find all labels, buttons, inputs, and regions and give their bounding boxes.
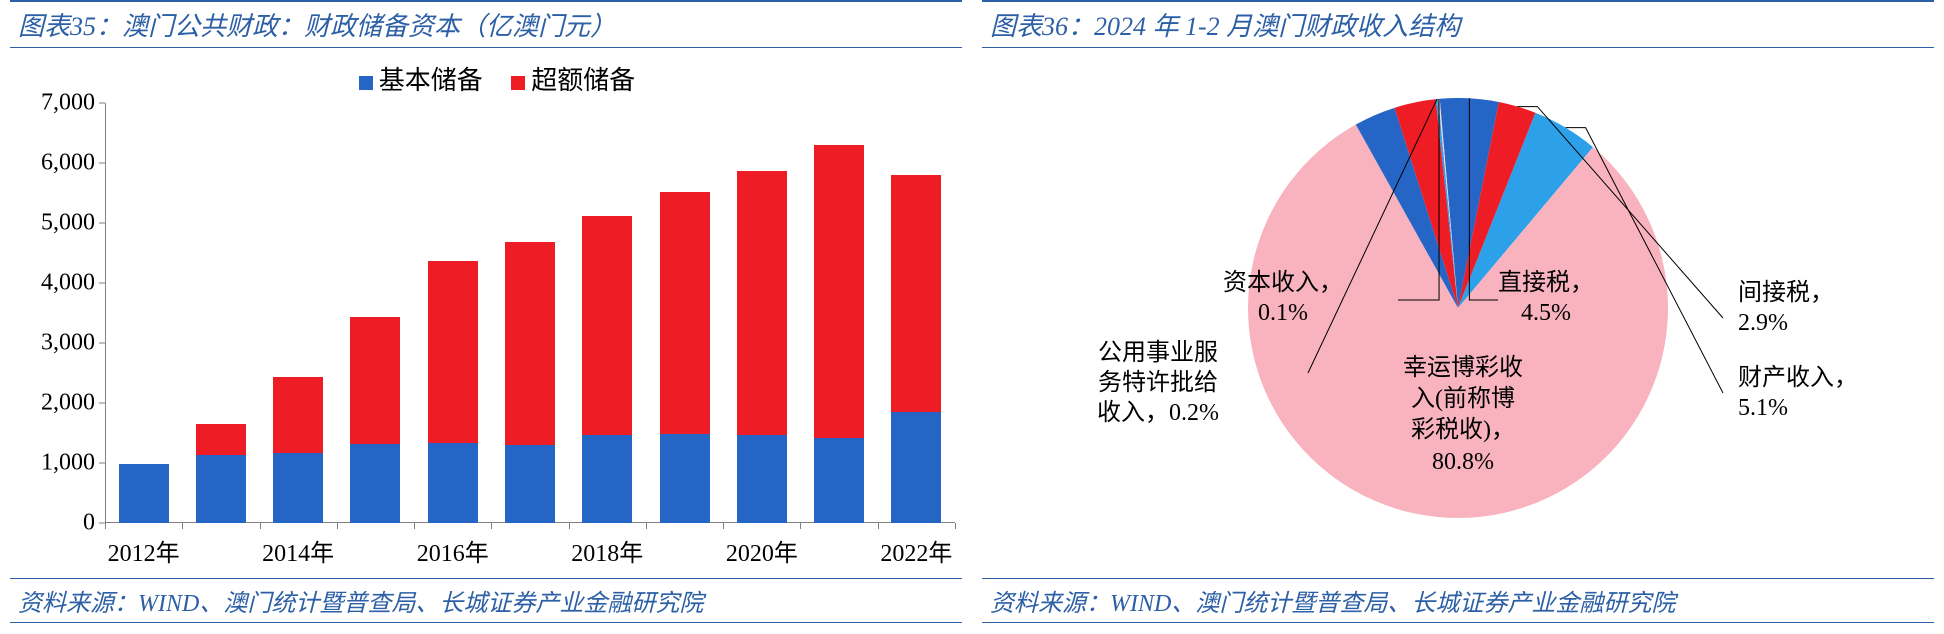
bar-basic (428, 443, 478, 523)
bar-basic (273, 453, 323, 523)
bar-basic (505, 445, 555, 523)
panel-right: 图表36：2024 年 1-2 月澳门财政收入结构 直接税，4.5% 间接税，2.… (972, 0, 1944, 623)
x-tick-mark (723, 523, 724, 529)
bar-legend: 基本储备 超额储备 (10, 48, 962, 97)
panel-left: 图表35：澳门公共财政：财政储备资本（亿澳门元） 基本储备 超额储备 01,00… (0, 0, 972, 623)
bar-chart-area: 基本储备 超额储备 01,0002,0003,0004,0005,0006,00… (10, 48, 962, 578)
bar-basic (891, 412, 941, 523)
bar-basic (350, 444, 400, 523)
bar-surplus (273, 377, 323, 453)
bar-surplus (196, 424, 246, 455)
pie-label-capital: 资本收入，0.1% (1223, 268, 1343, 328)
bar-surplus (350, 317, 400, 444)
x-label: 2016年 (417, 533, 489, 568)
legend-label-basic: 基本储备 (379, 66, 483, 95)
y-tick: 0 (15, 510, 95, 537)
x-tick-mark (878, 523, 879, 529)
x-label: 2014年 (262, 533, 334, 568)
y-tick: 4,000 (15, 270, 95, 297)
x-tick-mark (182, 523, 183, 529)
legend-swatch-surplus (511, 76, 525, 90)
legend-label-surplus: 超额储备 (531, 66, 635, 95)
chart-36-title: 图表36：2024 年 1-2 月澳门财政收入结构 (982, 0, 1934, 48)
y-tick: 2,000 (15, 390, 95, 417)
legend-swatch-basic (359, 76, 373, 90)
y-tick: 1,000 (15, 450, 95, 477)
bar-basic (814, 438, 864, 523)
bar-basic (737, 435, 787, 523)
y-tick: 5,000 (15, 210, 95, 237)
bar-surplus (660, 192, 710, 433)
bar-plot: 01,0002,0003,0004,0005,0006,0007,0002012… (105, 103, 955, 523)
y-tick: 3,000 (15, 330, 95, 357)
x-tick-mark (800, 523, 801, 529)
x-tick-mark (491, 523, 492, 529)
bar-surplus (505, 242, 555, 445)
y-tick: 7,000 (15, 90, 95, 117)
x-label: 2018年 (571, 533, 643, 568)
y-tick: 6,000 (15, 150, 95, 177)
pie-chart-area: 直接税，4.5% 间接税，2.9% 财产收入，5.1% 幸运博彩收入(前称博彩税收)，… (982, 48, 1934, 578)
bar-basic (582, 435, 632, 523)
x-tick-mark (414, 523, 415, 529)
bar-surplus (737, 171, 787, 434)
x-tick-mark (105, 523, 106, 529)
pie-label-utility: 公用事业服务特许批给收入，0.2% (1097, 338, 1219, 428)
bar-surplus (428, 261, 478, 442)
bar-surplus (814, 145, 864, 438)
chart-35-title: 图表35：澳门公共财政：财政储备资本（亿澳门元） (10, 0, 962, 48)
bar-basic (196, 455, 246, 523)
bar-surplus (891, 175, 941, 412)
x-tick-mark (569, 523, 570, 529)
bar-surplus (582, 216, 632, 434)
x-tick-mark (955, 523, 956, 529)
pie-label-indirect_tax: 间接税，2.9% (1738, 278, 1834, 338)
x-label: 2012年 (108, 533, 180, 568)
bar-basic (660, 434, 710, 523)
y-axis (105, 103, 106, 523)
x-tick-mark (646, 523, 647, 529)
x-label: 2022年 (880, 533, 952, 568)
chart-36-source: 资料来源：WIND、澳门统计暨普查局、长城证券产业金融研究院 (982, 578, 1934, 623)
pie-label-direct_tax: 直接税，4.5% (1498, 268, 1594, 328)
pie-label-gaming: 幸运博彩收入(前称博彩税收)，80.8% (1388, 353, 1538, 478)
charts-container: 图表35：澳门公共财政：财政储备资本（亿澳门元） 基本储备 超额储备 01,00… (0, 0, 1944, 623)
pie-wrap: 直接税，4.5%间接税，2.9%财产收入，5.1%幸运博彩收入(前称博彩税收)，… (1248, 98, 1668, 518)
bar-basic (119, 464, 169, 523)
x-tick-mark (337, 523, 338, 529)
pie-label-property: 财产收入，5.1% (1738, 363, 1858, 423)
x-label: 2020年 (726, 533, 798, 568)
chart-35-source: 资料来源：WIND、澳门统计暨普查局、长城证券产业金融研究院 (10, 578, 962, 623)
x-tick-mark (260, 523, 261, 529)
